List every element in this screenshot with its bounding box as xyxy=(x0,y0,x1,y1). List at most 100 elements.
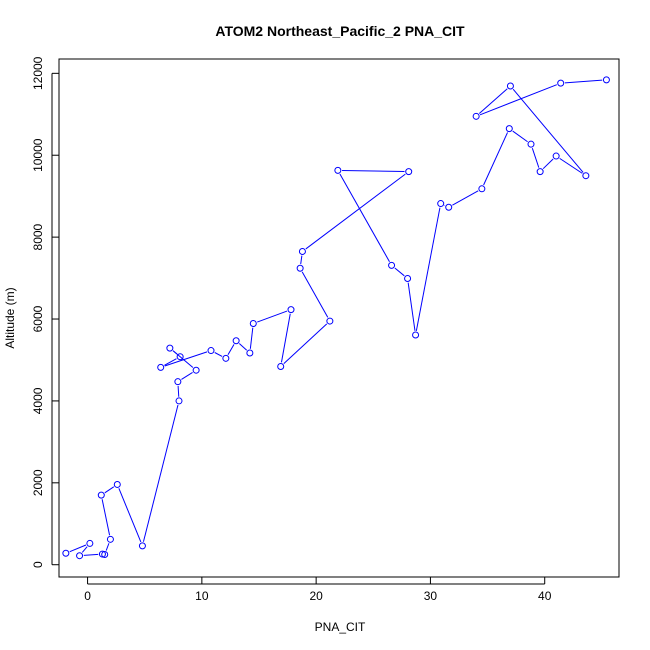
series-segment xyxy=(301,271,329,318)
y-tick-label: 12000 xyxy=(31,56,45,90)
data-point xyxy=(106,535,114,543)
data-point xyxy=(602,76,610,84)
series-segment xyxy=(564,79,603,84)
series-segment xyxy=(101,499,111,536)
data-point xyxy=(334,166,342,174)
y-tick-label: 10000 xyxy=(31,138,45,172)
y-tick-label: 6000 xyxy=(31,305,45,332)
series-segment xyxy=(181,372,193,380)
series-segment xyxy=(105,543,110,551)
series-segment xyxy=(452,190,479,206)
x-tick-label: 0 xyxy=(84,589,91,603)
data-point xyxy=(62,549,70,557)
data-point xyxy=(97,491,105,499)
data-point xyxy=(166,344,174,352)
series-lines xyxy=(69,79,603,556)
data-point xyxy=(207,347,215,355)
plot-frame xyxy=(58,58,620,578)
x-axis: 0 10 20 30 40 xyxy=(84,577,552,603)
y-axis-label: Altitude (m) xyxy=(3,287,17,348)
data-point xyxy=(326,317,334,325)
series-points xyxy=(62,76,610,560)
data-point xyxy=(405,168,413,176)
y-tick-label: 4000 xyxy=(31,387,45,414)
series-segment xyxy=(483,132,508,186)
data-point xyxy=(287,306,295,314)
data-point xyxy=(86,539,94,547)
data-point xyxy=(249,320,257,328)
series-segment xyxy=(142,404,179,542)
data-point xyxy=(246,349,254,357)
series-segment xyxy=(214,352,223,357)
series-segment xyxy=(81,546,88,553)
series-segment xyxy=(257,310,288,323)
series-segment xyxy=(104,486,115,494)
data-point xyxy=(478,185,486,193)
data-point xyxy=(174,378,182,386)
data-point xyxy=(296,264,304,272)
series-segment xyxy=(339,173,390,262)
data-point xyxy=(557,79,565,87)
series-segment xyxy=(83,553,99,556)
series-segment xyxy=(394,267,405,277)
y-tick-label: 8000 xyxy=(31,223,45,250)
data-point xyxy=(527,140,535,148)
series-segment xyxy=(300,255,303,265)
data-point xyxy=(76,552,84,560)
series-segment xyxy=(512,88,584,173)
series-segment xyxy=(249,327,254,349)
series-segment xyxy=(415,207,441,331)
data-point xyxy=(232,337,240,345)
series-segment xyxy=(118,488,142,543)
series-segment xyxy=(164,358,177,366)
series-segment xyxy=(559,157,583,174)
data-point xyxy=(536,168,544,176)
data-point xyxy=(175,397,183,405)
series-segment xyxy=(542,158,554,170)
series-segment xyxy=(177,385,180,397)
data-point xyxy=(445,203,453,211)
y-tick-label: 2000 xyxy=(31,469,45,496)
x-tick-label: 30 xyxy=(424,589,438,603)
data-point xyxy=(506,82,514,90)
data-point xyxy=(138,542,146,550)
data-point xyxy=(388,261,396,269)
x-tick-label: 10 xyxy=(195,589,209,603)
series-segment xyxy=(69,544,87,553)
data-point xyxy=(157,363,165,371)
series-segment xyxy=(512,130,528,143)
series-segment xyxy=(164,351,208,367)
series-segment xyxy=(478,88,508,114)
y-tick-label: 0 xyxy=(31,561,45,568)
x-axis-label: PNA_CIT xyxy=(315,620,366,634)
data-point xyxy=(277,363,285,371)
data-point xyxy=(472,112,480,120)
x-tick-label: 20 xyxy=(309,589,323,603)
data-point xyxy=(176,353,184,361)
series-segment xyxy=(305,173,406,250)
series-segment xyxy=(342,169,405,173)
data-point xyxy=(298,247,306,255)
data-point xyxy=(101,550,109,558)
data-point xyxy=(552,152,560,160)
data-point xyxy=(582,172,590,180)
data-point xyxy=(404,274,412,282)
chart-title: ATOM2 Northeast_Pacific_2 PNA_CIT xyxy=(215,23,465,39)
data-point xyxy=(437,200,445,208)
data-point xyxy=(412,331,420,339)
series-segment xyxy=(238,343,248,351)
data-point xyxy=(192,366,200,374)
series-segment xyxy=(283,323,328,365)
series-segment xyxy=(407,282,416,331)
series-segment xyxy=(479,84,557,116)
data-point xyxy=(505,125,513,133)
series-segment xyxy=(227,344,235,355)
series-segment xyxy=(531,147,540,168)
series-segment xyxy=(172,350,178,355)
x-tick-label: 40 xyxy=(538,589,552,603)
data-point xyxy=(222,354,230,362)
data-point xyxy=(113,480,121,488)
y-axis: 0 2000 4000 6000 8000 10000 12000 xyxy=(31,56,59,568)
